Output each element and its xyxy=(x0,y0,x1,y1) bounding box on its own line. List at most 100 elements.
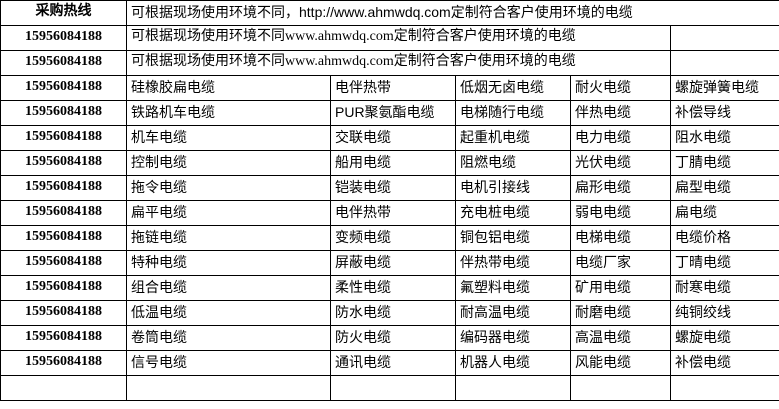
product-cell: 丁腈电缆 xyxy=(669,150,779,176)
phone-number: 15956084188 xyxy=(0,175,127,201)
product-cell: 卷筒电缆 xyxy=(126,325,331,351)
product-cell: 机器人电缆 xyxy=(455,350,571,376)
table-row: 15956084188 机车电缆 交联电缆 起重机电缆 电力电缆 阻水电缆 耐火… xyxy=(0,125,779,151)
product-cell: 高温电缆 xyxy=(570,325,671,351)
product-cell: 弱电电缆 xyxy=(570,200,671,226)
product-cell: 电缆厂家 xyxy=(570,250,671,276)
product-cell: 纯铜绞线 xyxy=(669,300,779,326)
product-cell: 机车电缆 xyxy=(126,125,331,151)
product-cell: 阻水电缆 xyxy=(669,125,779,151)
table-row: 15956084188 硅橡胶扁电缆 电伴热带 低烟无卤电缆 耐火电缆 螺旋弹簧… xyxy=(0,75,779,101)
table-row: 15956084188 低温电缆 防水电缆 耐高温电缆 耐磨电缆 纯铜绞线 耐油… xyxy=(0,300,779,326)
phone-number: 15956084188 xyxy=(0,325,127,351)
product-cell: 光伏电缆 xyxy=(570,150,671,176)
product-cell: 扁平电缆 xyxy=(126,200,331,226)
phone-number: 15956084188 xyxy=(0,200,127,226)
phone-number: 15956084188 xyxy=(0,275,127,301)
product-cell: 变频电缆 xyxy=(330,225,456,251)
product-cell: 耐寒电缆 xyxy=(669,275,779,301)
phone-number: 15956084188 xyxy=(0,225,127,251)
product-cell: 特种电缆 xyxy=(126,250,331,276)
phone-number: 15956084188 xyxy=(0,250,127,276)
phone-number: 15956084188 xyxy=(0,75,127,101)
table-row-promo-1: 15956084188 可根据现场使用环境不同www.ahmwdq.com定制符… xyxy=(0,25,779,51)
phone-number: 15956084188 xyxy=(0,350,127,376)
table-row: 15956084188 拖链电缆 变频电缆 铜包铝电缆 电梯电缆 电缆价格 硅橡… xyxy=(0,225,779,251)
product-cell: 风能电缆 xyxy=(570,350,671,376)
product-cell: 控制电缆 xyxy=(126,150,331,176)
table-row: 15956084188 特种电缆 屏蔽电缆 伴热带电缆 电缆厂家 丁晴电缆 变频… xyxy=(0,250,779,276)
product-cell: 电伴热带 xyxy=(330,75,456,101)
promo-text: 可根据现场使用环境不同www.ahmwdq.com定制符合客户使用环境的电缆 xyxy=(126,25,671,51)
product-cell: 铜包铝电缆 xyxy=(455,225,571,251)
table-row: 15956084188 扁平电缆 电伴热带 充电桩电缆 弱电电缆 扁电缆 计算机… xyxy=(0,200,779,226)
phone-number: 15956084188 xyxy=(0,300,127,326)
table-row: 15956084188 控制电缆 船用电缆 阻燃电缆 光伏电缆 丁腈电缆 本安防… xyxy=(0,150,779,176)
product-cell: 扁电缆 xyxy=(669,200,779,226)
product-cell: 补偿电缆 xyxy=(669,350,779,376)
product-cell: 硅橡胶扁电缆 xyxy=(126,75,331,101)
empty-cell xyxy=(126,375,331,401)
phone-number: 15956084188 xyxy=(0,25,127,51)
product-cell: 组合电缆 xyxy=(126,275,331,301)
product-cell: 伴热电缆 xyxy=(570,100,671,126)
product-cell: 低温电缆 xyxy=(126,300,331,326)
product-cell: 氟塑料电缆 xyxy=(455,275,571,301)
phone-number: 15956084188 xyxy=(0,125,127,151)
product-cell: 电伴热带 xyxy=(330,200,456,226)
product-cell: 电梯随行电缆 xyxy=(455,100,571,126)
product-cell: 铁路机车电缆 xyxy=(126,100,331,126)
table-row: 15956084188 信号电缆 通讯电缆 机器人电缆 风能电缆 补偿电缆 防鼠… xyxy=(0,350,779,376)
blank-cell xyxy=(669,50,779,76)
product-cell: 铠装电缆 xyxy=(330,175,456,201)
table-row: 15956084188 拖令电缆 铠装电缆 电机引接线 扁形电缆 扁型电缆 扁平… xyxy=(0,175,779,201)
table-row: 15956084188 铁路机车电缆 PUR聚氨酯电缆 电梯随行电缆 伴热电缆 … xyxy=(0,100,779,126)
product-cell: 交联电缆 xyxy=(330,125,456,151)
phone-number: 15956084188 xyxy=(0,100,127,126)
table-row-promo-2: 15956084188 可根据现场使用环境不同www.ahmwdq.com定制符… xyxy=(0,50,779,76)
phone-number: 15956084188 xyxy=(0,150,127,176)
product-cell: 耐火电缆 xyxy=(570,75,671,101)
product-cell: 编码器电缆 xyxy=(455,325,571,351)
empty-cell xyxy=(455,375,571,401)
promo-header-text: 可根据现场使用环境不同，http://www.ahmwdq.com定制符合客户使… xyxy=(125,0,779,26)
product-cell: 耐高温电缆 xyxy=(455,300,571,326)
product-cell: 补偿导线 xyxy=(669,100,779,126)
table-row: 15956084188 卷筒电缆 防火电缆 编码器电缆 高温电缆 螺旋电缆 弹簧… xyxy=(0,325,779,351)
product-cell: 扁形电缆 xyxy=(570,175,671,201)
product-cell: 电机引接线 xyxy=(455,175,571,201)
blank-cell xyxy=(669,25,779,51)
product-cell: 电力电缆 xyxy=(570,125,671,151)
product-cell: 拖令电缆 xyxy=(126,175,331,201)
empty-cell xyxy=(330,375,456,401)
product-cell: 柔性电缆 xyxy=(330,275,456,301)
product-cell: 通讯电缆 xyxy=(330,350,456,376)
product-cell: 拖链电缆 xyxy=(126,225,331,251)
table-row-header: 采购热线 可根据现场使用环境不同，http://www.ahmwdq.com定制… xyxy=(0,0,779,26)
hotline-header-label: 采购热线 xyxy=(0,0,127,26)
empty-cell xyxy=(570,375,671,401)
product-cell: 螺旋电缆 xyxy=(669,325,779,351)
table-row: 15956084188 组合电缆 柔性电缆 氟塑料电缆 矿用电缆 耐寒电缆 行车… xyxy=(0,275,779,301)
promo-text: 可根据现场使用环境不同www.ahmwdq.com定制符合客户使用环境的电缆 xyxy=(126,50,671,76)
product-cell: 扁型电缆 xyxy=(669,175,779,201)
product-cell: 充电桩电缆 xyxy=(455,200,571,226)
product-cell: 伴热带电缆 xyxy=(455,250,571,276)
product-cell: 矿用电缆 xyxy=(570,275,671,301)
product-cell: 低烟无卤电缆 xyxy=(455,75,571,101)
product-cell: 耐磨电缆 xyxy=(570,300,671,326)
product-cell: 防水电缆 xyxy=(330,300,456,326)
product-cell: 屏蔽电缆 xyxy=(330,250,456,276)
product-cell: 起重机电缆 xyxy=(455,125,571,151)
product-cell: 阻燃电缆 xyxy=(455,150,571,176)
table-row-empty xyxy=(0,375,779,401)
product-cell: 丁晴电缆 xyxy=(669,250,779,276)
empty-cell xyxy=(0,375,127,401)
product-cell: 电缆价格 xyxy=(669,225,779,251)
product-cell: 船用电缆 xyxy=(330,150,456,176)
product-cell: PUR聚氨酯电缆 xyxy=(330,100,456,126)
product-cell: 信号电缆 xyxy=(126,350,331,376)
product-cell: 防火电缆 xyxy=(330,325,456,351)
